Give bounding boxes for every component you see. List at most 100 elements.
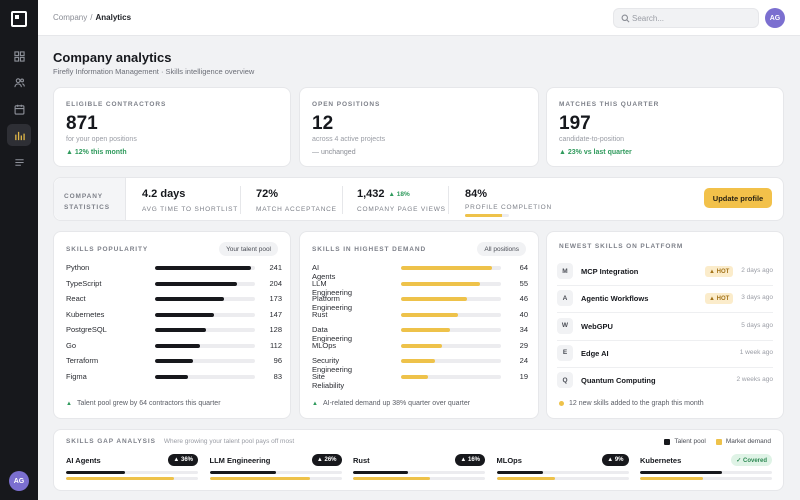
- user-avatar[interactable]: AG: [765, 8, 785, 28]
- skill-name: Terraform: [66, 356, 99, 365]
- skill-added-time: 3 days ago: [741, 294, 773, 302]
- panel-hint: Where growing your talent pool pays off …: [163, 438, 295, 445]
- skills-gap-panel: SKILLS GAP ANALYSIS Where growing your t…: [53, 429, 784, 491]
- skill-bar-track: [401, 297, 501, 301]
- nav-analytics[interactable]: [7, 124, 31, 146]
- skill-count: 29: [519, 340, 528, 350]
- skill-initial-badge: A: [557, 290, 573, 307]
- skills-popularity-panel: SKILLS POPULARITY Your talent pool Pytho…: [53, 231, 291, 419]
- metric-shortlist-time: 4.2 days AVG TIME TO SHORTLIST: [142, 188, 238, 213]
- new-skill-row[interactable]: A Agentic Workflows ▲ HOT 3 days ago: [557, 286, 773, 314]
- skill-bar-track: [155, 281, 255, 286]
- strip-label-line2: STATISTICS: [64, 204, 110, 211]
- up-triangle-icon: ▲: [66, 400, 72, 407]
- metric-label: PROFILE COMPLETION: [465, 204, 552, 211]
- nav-list[interactable]: [7, 151, 31, 173]
- avatar[interactable]: AG: [9, 471, 29, 491]
- stat-subtext: across 4 active projects: [312, 136, 386, 143]
- breadcrumb-separator: /: [90, 13, 93, 22]
- talent-pool-fill: [640, 471, 722, 474]
- skill-count: 34: [519, 325, 528, 334]
- skill-title: Quantum Computing: [581, 376, 656, 386]
- skill-gap-item: Kubernetes ✓ Covered: [640, 454, 772, 484]
- yellow-dot-icon: [559, 401, 564, 406]
- new-skill-row[interactable]: W WebGPU 5 days ago: [557, 314, 773, 341]
- talent-pool-fill: [209, 471, 276, 474]
- logo-icon[interactable]: [11, 11, 27, 27]
- stat-delta: — unchanged: [312, 149, 356, 156]
- skill-gap-item: Rust ▲ 16%: [353, 454, 485, 484]
- nav-dashboard[interactable]: [7, 45, 31, 67]
- search-box[interactable]: [613, 8, 759, 28]
- talent-pool-bar: [66, 471, 198, 474]
- skill-bar-track: [155, 359, 255, 363]
- sidebar: AG: [0, 0, 38, 500]
- market-demand-bar: [209, 477, 342, 480]
- skill-name: AI Agents: [312, 263, 336, 281]
- talent-pool-fill: [353, 471, 409, 474]
- skill-name: Site Reliability: [312, 371, 345, 390]
- skill-initial-badge: M: [557, 263, 573, 279]
- gap-skill-name: Rust: [353, 456, 370, 465]
- skill-title: MCP Integration: [581, 267, 639, 276]
- gap-skill-name: Kubernetes: [640, 456, 682, 465]
- new-skill-row[interactable]: Q Quantum Computing 2 weeks ago: [557, 368, 773, 395]
- skill-count: 40: [519, 309, 528, 319]
- skill-bar-track: [401, 328, 501, 332]
- all-positions-filter[interactable]: All positions: [477, 242, 526, 256]
- legend-demand: Market demand: [725, 438, 771, 445]
- skill-name: PostgreSQL: [66, 325, 107, 334]
- new-skill-row[interactable]: E Edge AI 1 week ago: [557, 341, 773, 368]
- skill-name: Platform Engineering: [312, 294, 353, 312]
- skill-bar-fill: [401, 312, 459, 317]
- gap-badge: ▲ 16%: [455, 454, 485, 466]
- skill-bar-fill: [401, 328, 450, 332]
- hot-badge: ▲ HOT: [705, 293, 734, 305]
- skill-bar-fill: [155, 266, 252, 270]
- market-demand-bar: [353, 477, 485, 480]
- skill-bar-track: [401, 266, 501, 270]
- skill-name: Security Engineering: [312, 356, 353, 374]
- stat-subtext: candidate-to-position: [559, 136, 624, 143]
- skill-bar-fill: [155, 281, 237, 286]
- page-subtitle: Firefly Information Management · Skills …: [53, 67, 255, 76]
- skill-count: 204: [269, 278, 282, 288]
- metric-profile-completion: 84% PROFILE COMPLETION: [465, 188, 552, 217]
- skills-demand-panel: SKILLS IN HIGHEST DEMAND All positions A…: [299, 231, 539, 419]
- stat-delta: ▲ 12% this month: [66, 149, 127, 156]
- search-input[interactable]: [632, 12, 752, 25]
- update-profile-button[interactable]: Update profile: [704, 188, 772, 208]
- stat-card-contractors: ELIGIBLE CONTRACTORS 871 for your open p…: [53, 87, 291, 167]
- skill-bar-fill: [401, 359, 436, 363]
- skill-bar-fill: [401, 374, 429, 379]
- skill-bar-fill: [155, 312, 214, 317]
- divider: [448, 186, 449, 214]
- new-skill-row[interactable]: M MCP Integration ▲ HOT 2 days ago: [557, 259, 773, 286]
- skill-count: 241: [269, 263, 282, 272]
- skill-name: TypeScript: [66, 278, 102, 288]
- breadcrumb-company[interactable]: Company: [53, 13, 88, 22]
- stat-delta: ▲ 23% vs last quarter: [559, 149, 632, 156]
- metric-value: 4.2 days: [142, 188, 186, 200]
- nav-people[interactable]: [7, 71, 31, 93]
- skill-name: Data Engineering: [312, 325, 353, 343]
- footer-text: AI-related demand up 38% quarter over qu…: [322, 400, 471, 407]
- list-icon: [14, 158, 24, 166]
- skill-name: React: [66, 294, 86, 303]
- skill-added-time: 1 week ago: [739, 348, 773, 356]
- talent-pool-filter[interactable]: Your talent pool: [219, 242, 278, 256]
- panel-title: NEWEST SKILLS ON PLATFORM: [559, 243, 684, 250]
- breadcrumb-current: Analytics: [95, 13, 132, 22]
- search-icon: [621, 14, 630, 23]
- skill-added-time: 2 days ago: [741, 267, 773, 274]
- skill-bar-track: [155, 374, 255, 379]
- skill-bar-fill: [401, 266, 493, 270]
- metric-label: AVG TIME TO SHORTLIST: [142, 206, 239, 213]
- stat-value: 12: [312, 113, 334, 134]
- footer-text: Talent pool grew by 64 contractors this …: [76, 400, 221, 407]
- nav-calendar[interactable]: [7, 98, 31, 120]
- skill-bar-fill: [155, 343, 200, 348]
- skill-bar-fill: [401, 281, 480, 286]
- skill-added-time: 5 days ago: [741, 321, 773, 329]
- strip-label-line1: COMPANY: [64, 193, 104, 200]
